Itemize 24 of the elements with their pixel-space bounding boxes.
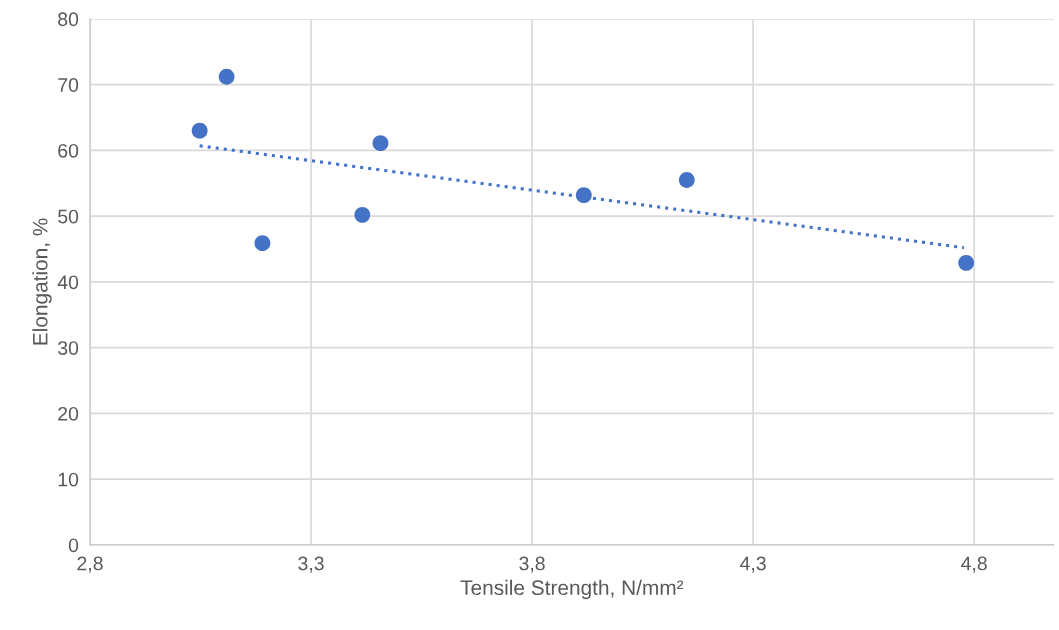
x-axis-title: Tensile Strength, N/mm² <box>460 579 684 600</box>
y-tick-label: 60 <box>58 143 79 158</box>
point <box>354 206 371 223</box>
y-tick-label: 50 <box>58 209 79 224</box>
point <box>678 172 695 188</box>
y-tick-label: 70 <box>58 78 79 92</box>
point <box>191 122 208 139</box>
x-tick-label: 2,8 <box>77 556 103 573</box>
y-tick-label: 40 <box>57 275 79 290</box>
y-axis-title: Elongation, % <box>32 218 52 345</box>
point <box>958 254 975 271</box>
y-tick-label: 30 <box>58 341 79 355</box>
x-tick-label: 3,3 <box>298 556 324 573</box>
point <box>254 235 271 252</box>
point <box>372 135 389 152</box>
x-tick-label: 4,8 <box>961 556 987 573</box>
y-tick-label: 20 <box>58 406 79 421</box>
point <box>575 187 592 204</box>
x-tick-label: 3,8 <box>519 556 545 573</box>
y-tick-label: 0 <box>68 538 79 553</box>
y-tick-label: 10 <box>58 472 79 487</box>
x-tick-label: 4,3 <box>740 556 766 573</box>
y-tick-label: 80 <box>58 12 79 27</box>
point <box>218 68 235 85</box>
